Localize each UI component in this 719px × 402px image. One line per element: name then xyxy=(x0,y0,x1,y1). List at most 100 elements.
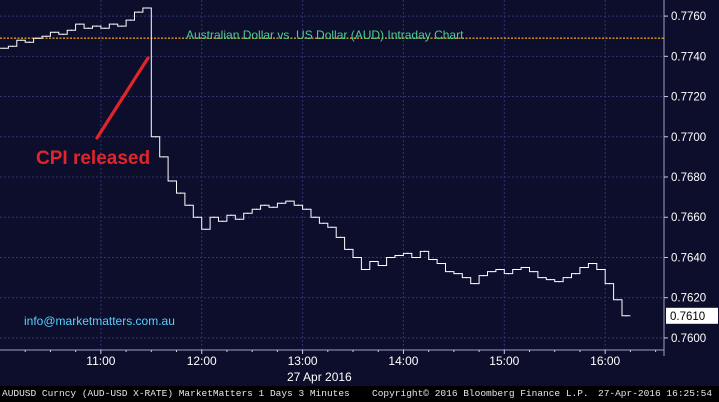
price-point xyxy=(608,283,611,285)
price-point xyxy=(331,226,333,228)
price-point xyxy=(247,212,249,214)
price-point xyxy=(3,47,5,49)
price-point xyxy=(449,271,451,273)
y-tick-label: 0.7620 xyxy=(671,293,706,305)
price-point xyxy=(465,277,468,279)
date-label: 27 Apr 2016 xyxy=(287,370,352,384)
price-point xyxy=(96,25,98,27)
price-point xyxy=(154,136,157,138)
price-point xyxy=(339,236,341,238)
footer-copyright: Copyright© 2016 Bloomberg Finance L.P. xyxy=(372,388,589,399)
price-point xyxy=(112,23,115,25)
price-point xyxy=(230,214,232,216)
x-tick-label: 15:00 xyxy=(489,354,519,368)
price-point xyxy=(575,273,577,275)
cpi-arrow-layer xyxy=(95,56,150,140)
price-point xyxy=(306,208,308,210)
price-point xyxy=(356,256,358,259)
footer-bar: AUDUSD Curncy (AUD-USD X-RATE) MarketMat… xyxy=(0,386,719,402)
price-point xyxy=(272,206,274,208)
price-point xyxy=(407,252,409,254)
price-point xyxy=(507,273,510,275)
price-point xyxy=(238,218,241,220)
price-point xyxy=(583,266,585,269)
price-point xyxy=(297,204,299,206)
price-series-layer xyxy=(0,7,631,317)
price-point xyxy=(474,283,476,285)
last-value-label: 0.7610 xyxy=(670,311,705,323)
price-point xyxy=(163,156,165,158)
price-point xyxy=(222,220,224,222)
price-point xyxy=(138,11,140,13)
price-point xyxy=(348,248,350,250)
price-point xyxy=(482,275,484,277)
price-point xyxy=(79,23,81,25)
footer-security-info: AUDUSD Curncy (AUD-USD X-RATE) MarketMat… xyxy=(2,388,350,399)
price-point xyxy=(129,19,131,21)
price-point xyxy=(365,268,367,271)
price-point xyxy=(87,27,89,29)
price-point xyxy=(70,29,72,31)
price-point xyxy=(558,281,560,283)
chart-title: Australian Dollar vs. US Dollar (AUD) In… xyxy=(186,28,464,42)
price-point xyxy=(264,204,266,206)
price-point xyxy=(28,41,30,43)
x-tick-label: 11:00 xyxy=(86,354,115,368)
price-point xyxy=(213,216,215,218)
price-point xyxy=(205,228,207,230)
y-tick-label: 0.7760 xyxy=(671,11,706,23)
y-tick-label: 0.7660 xyxy=(671,212,706,224)
price-point xyxy=(314,216,316,218)
y-tick-label: 0.7600 xyxy=(671,333,706,345)
last-value-box xyxy=(666,307,718,324)
y-tick-label: 0.7720 xyxy=(671,92,706,104)
price-point xyxy=(323,222,325,224)
y-tick-label: 0.7640 xyxy=(671,252,706,264)
price-point xyxy=(45,35,47,37)
price-point xyxy=(37,37,39,39)
price-point xyxy=(398,254,400,257)
price-point xyxy=(491,271,493,273)
price-point xyxy=(549,279,552,281)
price-point xyxy=(541,277,543,279)
price-chart: 0.7600 0.7620 0.7640 0.7660 0.7680 0.7700 0.77… xyxy=(0,0,718,368)
price-point xyxy=(415,256,417,259)
email-watermark: info@marketmatters.com.au xyxy=(24,314,175,328)
x-tick-label: 14:00 xyxy=(388,354,418,368)
price-point xyxy=(180,192,182,194)
price-point xyxy=(592,262,594,265)
price-point xyxy=(54,31,56,33)
price-point xyxy=(499,268,501,271)
price-point xyxy=(104,27,106,29)
x-tick-label: 13:00 xyxy=(288,354,318,368)
price-point xyxy=(20,39,22,41)
price-point xyxy=(566,277,568,279)
price-point xyxy=(12,45,14,47)
footer-timestamp: 27-Apr-2016 16:25:54 xyxy=(598,388,713,399)
price-point xyxy=(373,260,375,263)
price-point xyxy=(188,204,190,206)
price-point xyxy=(390,256,392,259)
price-point xyxy=(440,262,442,265)
price-point xyxy=(617,299,619,301)
price-point xyxy=(146,7,148,9)
price-point xyxy=(423,250,426,252)
price-point xyxy=(171,180,173,182)
x-tick-label: 16:00 xyxy=(590,354,620,368)
y-axis: 0.7600 0.7620 0.7640 0.7660 0.7680 0.7700 0.77… xyxy=(663,0,718,356)
price-point xyxy=(533,271,535,273)
price-point xyxy=(62,33,64,35)
x-tick-label: 12:00 xyxy=(187,354,217,368)
x-axis: 11:00 12:00 13:00 14:00 15:00 16:00 xyxy=(0,349,664,368)
chart-grid xyxy=(0,0,664,350)
price-point xyxy=(625,315,627,317)
y-tick-label: 0.7680 xyxy=(671,172,706,184)
price-point xyxy=(457,273,459,275)
price-point xyxy=(196,216,199,218)
price-point xyxy=(381,264,383,267)
price-point xyxy=(289,200,291,202)
price-point xyxy=(516,268,518,271)
price-point xyxy=(255,208,257,210)
price-point xyxy=(281,202,283,204)
y-tick-label: 0.7700 xyxy=(671,132,706,144)
